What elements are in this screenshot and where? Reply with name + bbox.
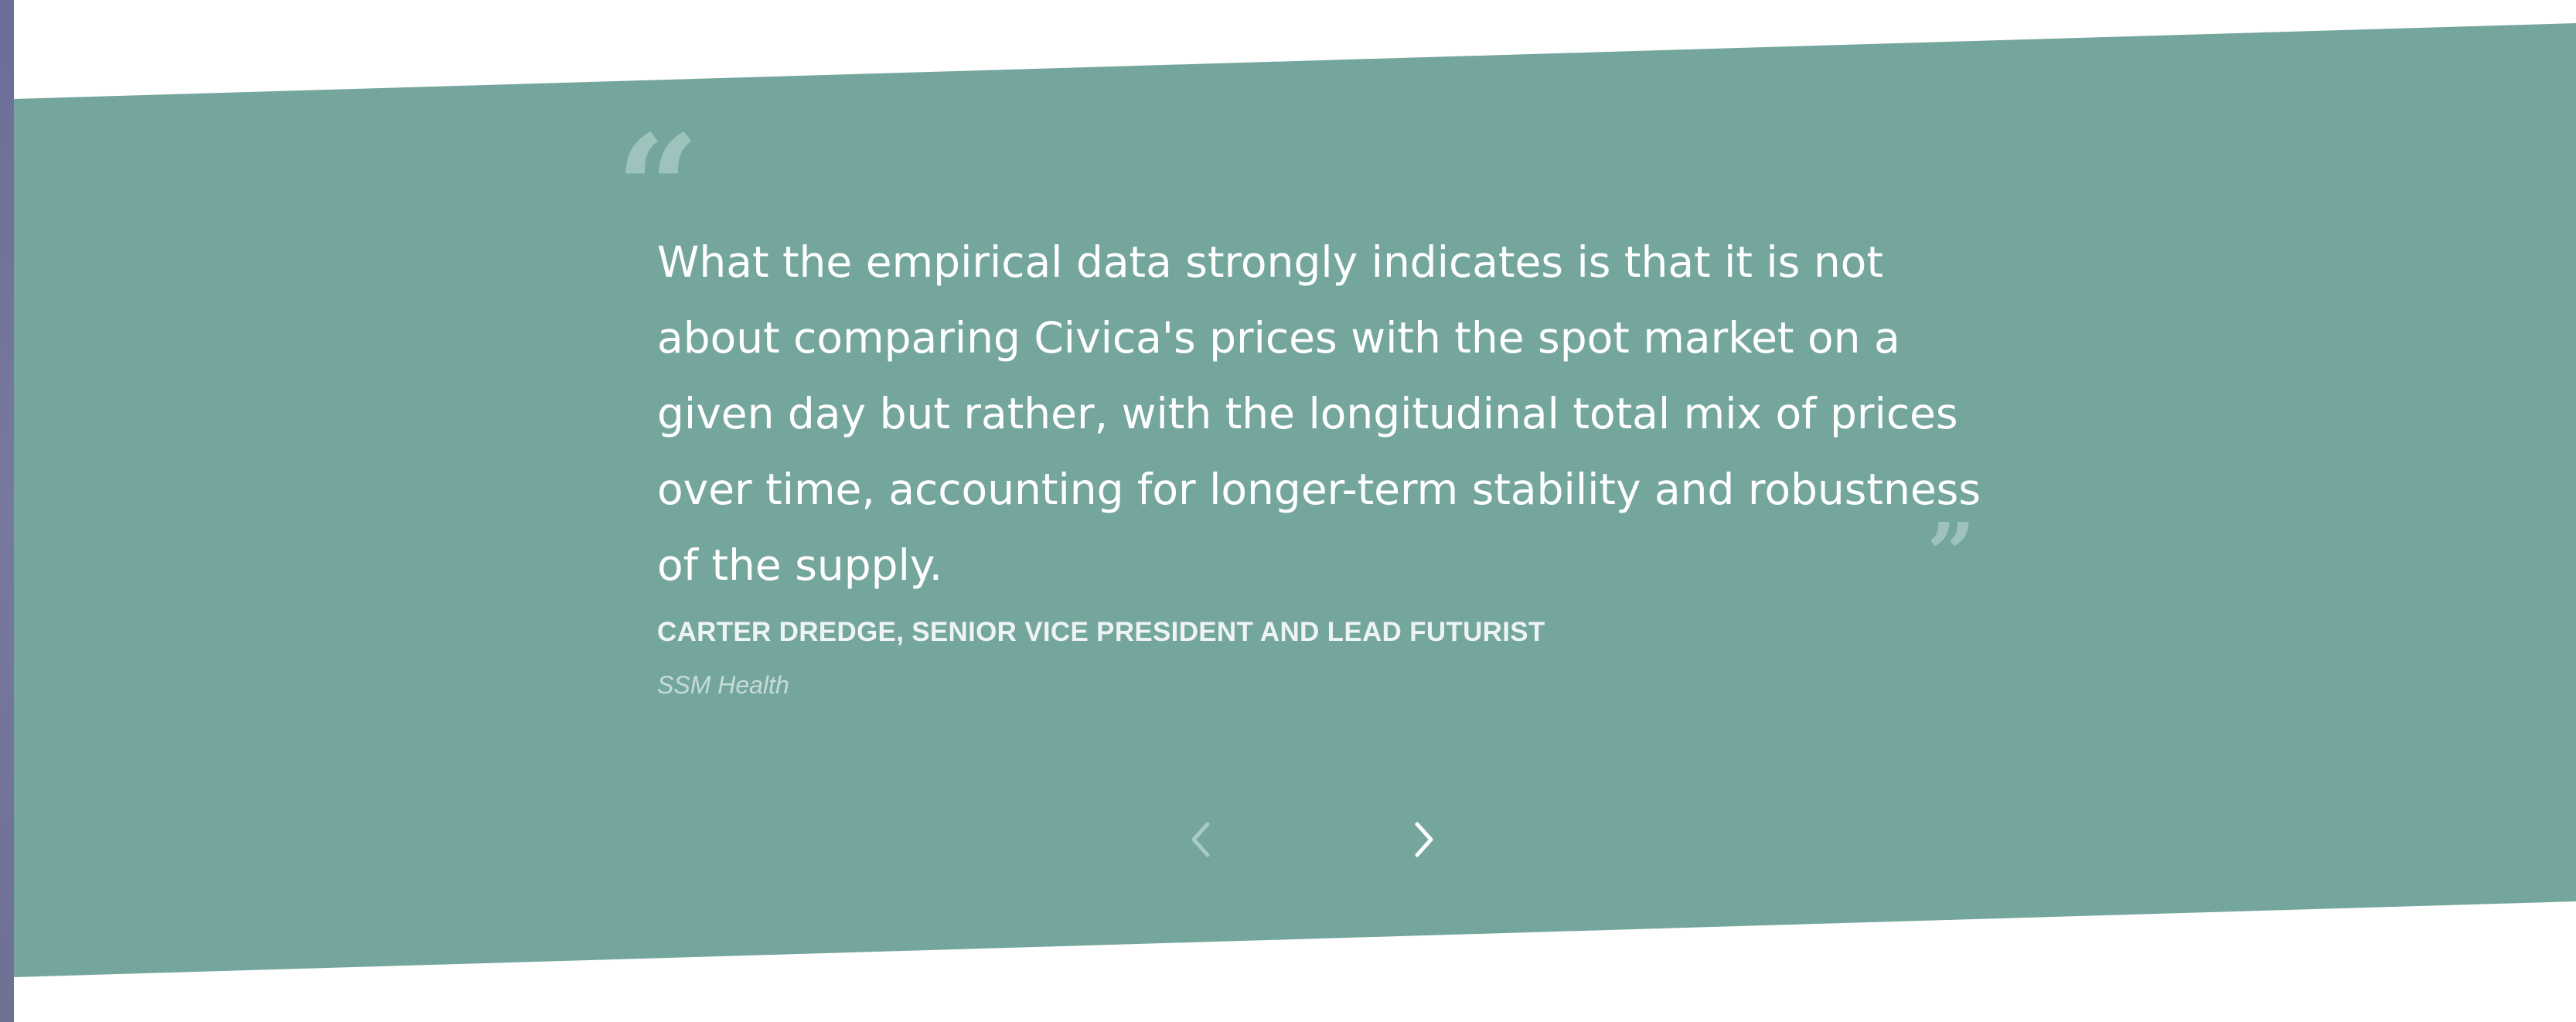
close-quote-icon: ”	[1927, 512, 1976, 566]
slanted-background	[14, 23, 2576, 977]
teal-band-shape	[14, 23, 2576, 977]
open-quote-icon: “	[615, 116, 700, 209]
testimonial-organization: SSM Health	[657, 671, 789, 699]
chevron-left-icon	[1191, 822, 1210, 857]
carousel-prev-button[interactable]	[1174, 812, 1229, 867]
carousel-next-button[interactable]	[1395, 812, 1451, 867]
testimonial-author: CARTER DREDGE, SENIOR VICE PRESIDENT AND…	[657, 617, 1545, 647]
testimonial-section: “ What the empirical data strongly indic…	[14, 0, 2576, 1022]
browser-edge	[0, 0, 14, 1022]
testimonial-quote: What the empirical data strongly indicat…	[657, 237, 1981, 590]
chevron-right-icon	[1415, 822, 1433, 857]
